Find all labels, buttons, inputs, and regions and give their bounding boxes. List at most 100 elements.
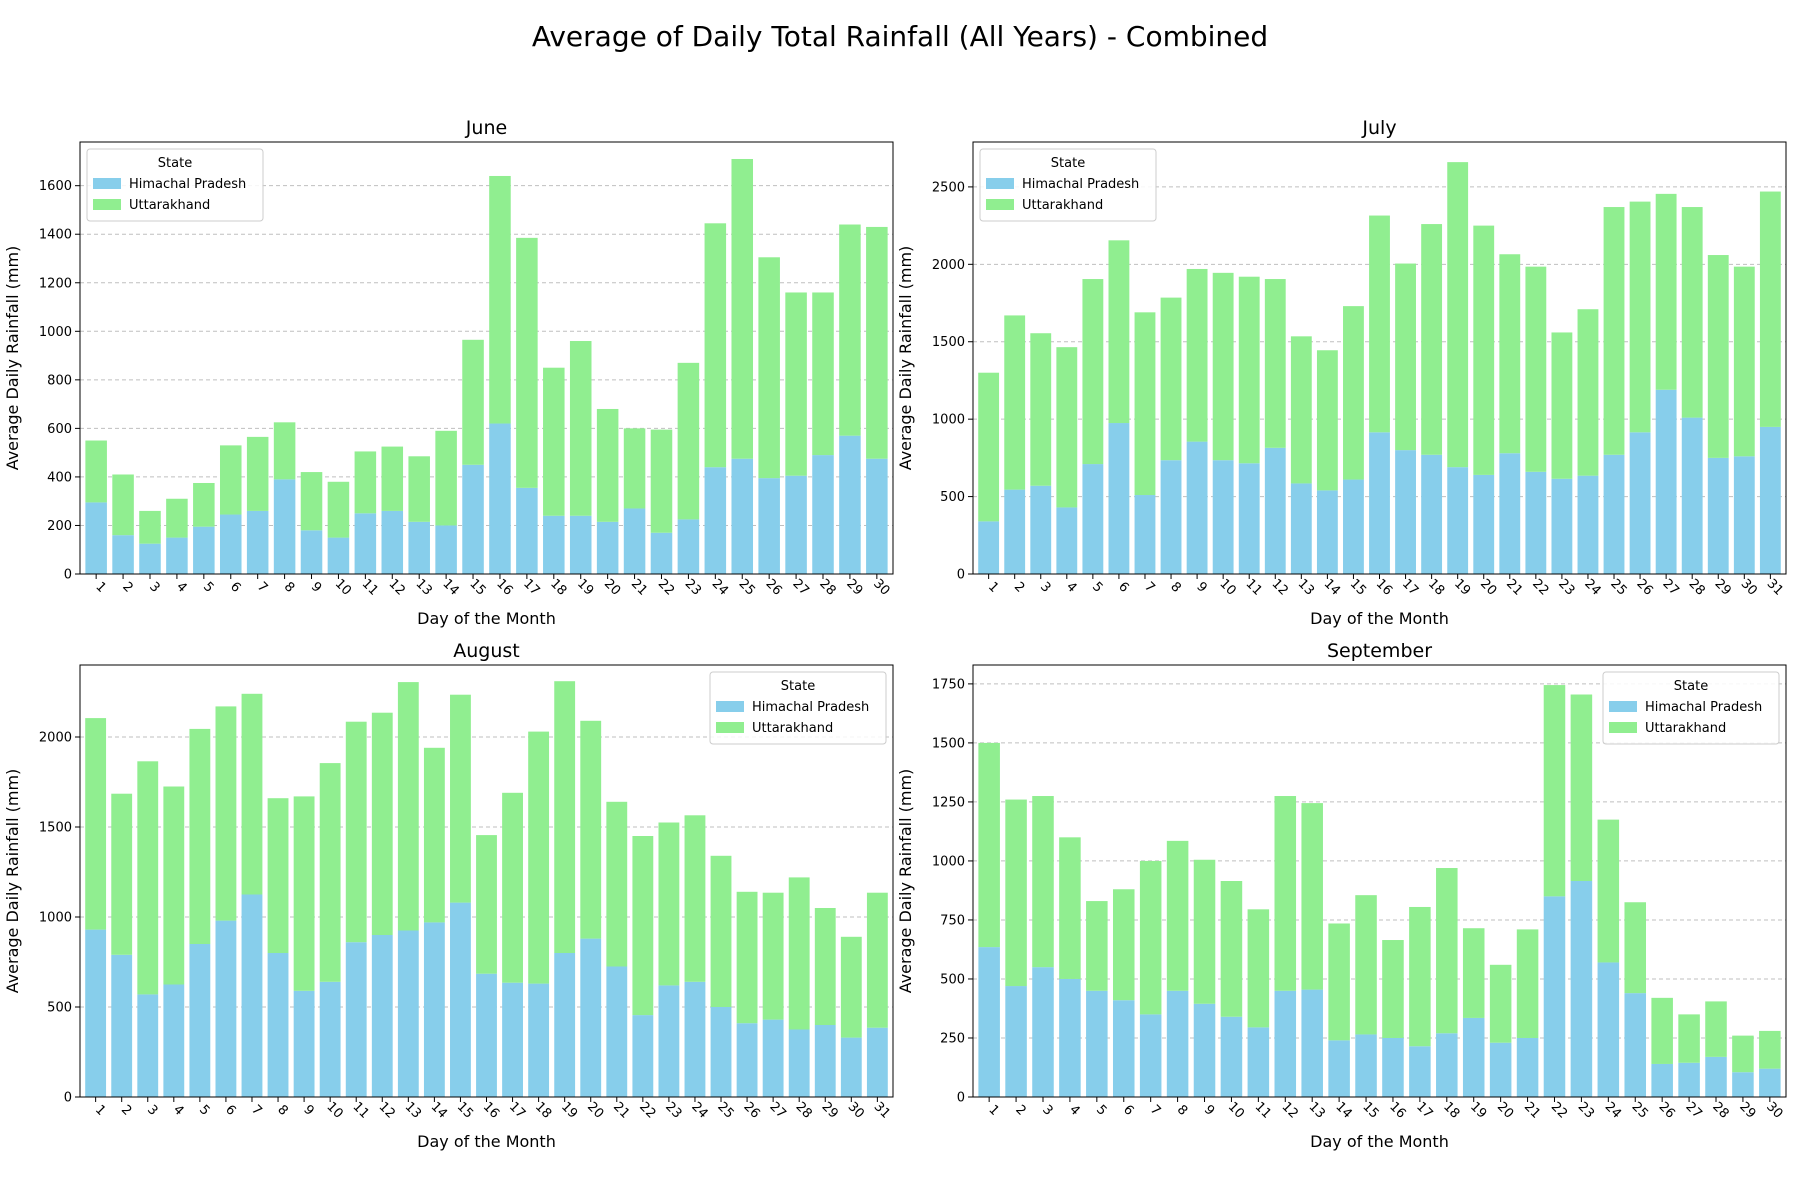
chart-july-bar-himachal-day-8 — [1160, 460, 1182, 574]
chart-june-xtick-label: 6 — [227, 579, 243, 595]
chart-june-bar-uttarakhand-day-23 — [677, 362, 700, 520]
chart-september-bar-uttarakhand-day-30 — [1759, 1030, 1781, 1069]
chart-august-ytick-label: 1500 — [39, 821, 72, 836]
chart-september-bar-uttarakhand-day-25 — [1624, 902, 1647, 994]
chart-july-xtick-label: 13 — [1295, 576, 1317, 598]
chart-september-bar-uttarakhand-day-11 — [1247, 909, 1270, 1028]
chart-august-bar-himachal-day-22 — [632, 1015, 654, 1097]
chart-september-bar-uttarakhand-day-12 — [1274, 796, 1297, 991]
chart-june-ytick-label: 400 — [47, 470, 72, 485]
chart-june-bar-uttarakhand-day-24 — [704, 223, 727, 468]
chart-august-bar-himachal-day-7 — [241, 894, 263, 1097]
chart-august-legend-swatch — [716, 701, 744, 712]
chart-august-bar-himachal-day-19 — [554, 953, 576, 1097]
chart-august-bar-himachal-day-23 — [658, 985, 680, 1097]
chart-june-bar-himachal-day-10 — [327, 537, 350, 574]
chart-july-bar-uttarakhand-day-15 — [1343, 306, 1364, 480]
chart-june-bar-himachal-day-27 — [785, 475, 807, 574]
chart-july-xtick-label: 29 — [1712, 576, 1734, 598]
chart-june-xtick-label: 25 — [736, 576, 758, 598]
chart-august-bar-uttarakhand-day-18 — [528, 731, 550, 984]
chart-august-legend: State Himachal Pradesh Uttarakhand — [709, 671, 887, 745]
chart-september-bar-himachal-day-27 — [1678, 1062, 1700, 1097]
chart-july-legend-swatch — [986, 178, 1014, 189]
chart-june-bar-uttarakhand-day-17 — [516, 237, 538, 488]
chart-september-ytick-label: 0 — [957, 1091, 965, 1106]
chart-september-bar-uttarakhand-day-9 — [1193, 859, 1216, 1004]
chart-july-bar-uttarakhand-day-24 — [1577, 309, 1599, 476]
chart-august-xtick-label: 2 — [118, 1102, 134, 1118]
chart-september-title: September — [1327, 640, 1432, 662]
chart-june-xtick-label: 13 — [413, 576, 435, 598]
chart-june-bar-himachal-day-29 — [839, 435, 861, 574]
chart-june-bar-uttarakhand-day-1 — [85, 440, 107, 503]
chart-august-xtick-label: 1 — [92, 1102, 108, 1118]
chart-june-bar-uttarakhand-day-7 — [246, 436, 269, 511]
chart-june-bar-uttarakhand-day-21 — [623, 428, 646, 509]
chart-july-bar-uttarakhand-day-10 — [1212, 272, 1234, 461]
chart-july-title: July — [1361, 117, 1396, 139]
chart-july-bar-himachal-day-5 — [1082, 464, 1104, 574]
chart-june-bar-himachal-day-22 — [650, 532, 673, 574]
chart-june-bar-himachal-day-24 — [704, 467, 727, 574]
chart-september-bar-uttarakhand-day-20 — [1489, 964, 1512, 1043]
chart-august-xtick-label: 7 — [248, 1102, 264, 1118]
chart-august-xtick-label: 17 — [506, 1099, 528, 1121]
chart-september-bar-himachal-day-19 — [1462, 1017, 1485, 1097]
chart-july-legend-title: State — [1051, 156, 1085, 171]
chart-august-xtick-label: 14 — [428, 1099, 450, 1121]
chart-august-bar-himachal-day-3 — [137, 994, 159, 1097]
chart-august-bar-uttarakhand-day-1 — [85, 718, 107, 930]
chart-august-bar-uttarakhand-day-26 — [736, 891, 758, 1024]
chart-september-legend-box — [1602, 671, 1780, 745]
chart-june-xtick-label: 1 — [92, 579, 108, 595]
chart-august-xtick-label: 18 — [532, 1099, 554, 1121]
chart-july-bar-uttarakhand-day-17 — [1395, 263, 1416, 451]
chart-june-xlabel: Day of the Month — [417, 609, 556, 628]
chart-august-bar-uttarakhand-day-7 — [241, 693, 263, 895]
chart-july-bar-himachal-day-12 — [1264, 447, 1286, 574]
chart-july-bar-himachal-day-10 — [1212, 460, 1234, 574]
chart-august-xtick-label: 19 — [558, 1099, 580, 1121]
chart-july-bar-himachal-day-23 — [1551, 478, 1573, 574]
chart-september-bar-uttarakhand-day-5 — [1086, 901, 1108, 991]
chart-july-bar-uttarakhand-day-4 — [1056, 347, 1078, 508]
chart-august-xtick-label: 25 — [714, 1099, 736, 1121]
chart-july-bar-uttarakhand-day-12 — [1264, 279, 1286, 448]
chart-july-xtick-label: 24 — [1581, 576, 1603, 598]
chart-june-bar-uttarakhand-day-20 — [596, 408, 619, 522]
chart-august-xtick-label: 8 — [274, 1102, 290, 1118]
chart-june-xtick-label: 21 — [628, 576, 650, 598]
chart-september-legend-title: State — [1674, 679, 1708, 694]
chart-july-bar-uttarakhand-day-11 — [1238, 276, 1260, 464]
chart-june-xtick-label: 22 — [655, 576, 677, 598]
chart-september-xtick-label: 18 — [1440, 1099, 1462, 1121]
chart-june-xtick-label: 12 — [386, 576, 408, 598]
chart-september-ytick-label: 1750 — [932, 677, 965, 692]
chart-june-legend-swatch — [93, 178, 121, 189]
chart-july-xtick-label: 9 — [1193, 579, 1209, 595]
chart-july-legend: State Himachal Pradesh Uttarakhand — [979, 148, 1157, 222]
chart-july-xtick-label: 14 — [1321, 576, 1343, 598]
chart-august-xtick-label: 24 — [688, 1099, 710, 1121]
chart-september-bar-uttarakhand-day-27 — [1678, 1014, 1700, 1063]
chart-june-bar-himachal-day-30 — [866, 458, 888, 574]
chart-august-bar-uttarakhand-day-11 — [345, 721, 367, 943]
chart-june-ytick-label: 600 — [47, 422, 72, 437]
chart-september-bar-uttarakhand-day-2 — [1005, 799, 1027, 987]
chart-august-frame — [79, 664, 894, 1098]
chart-september-bar-himachal-day-1 — [978, 947, 1000, 1097]
chart-september-xtick-label: 22 — [1548, 1099, 1570, 1121]
chart-september-bar-himachal-day-8 — [1166, 990, 1189, 1097]
chart-september-bar-himachal-day-4 — [1059, 978, 1081, 1097]
chart-june-ytick-label: 200 — [47, 519, 72, 534]
chart-september-xtick-label: 29 — [1736, 1099, 1758, 1121]
chart-july-xtick-label: 20 — [1477, 576, 1499, 598]
chart-july-bar-himachal-day-18 — [1421, 454, 1443, 574]
chart-june-xtick-label: 5 — [200, 579, 216, 595]
chart-july-xtick-label: 23 — [1555, 576, 1577, 598]
chart-august-xtick-label: 31 — [871, 1099, 893, 1121]
chart-august-bar-uttarakhand-day-17 — [502, 792, 523, 983]
chart-august-bar-himachal-day-1 — [85, 929, 107, 1097]
chart-august-bar-himachal-day-27 — [762, 1019, 784, 1097]
